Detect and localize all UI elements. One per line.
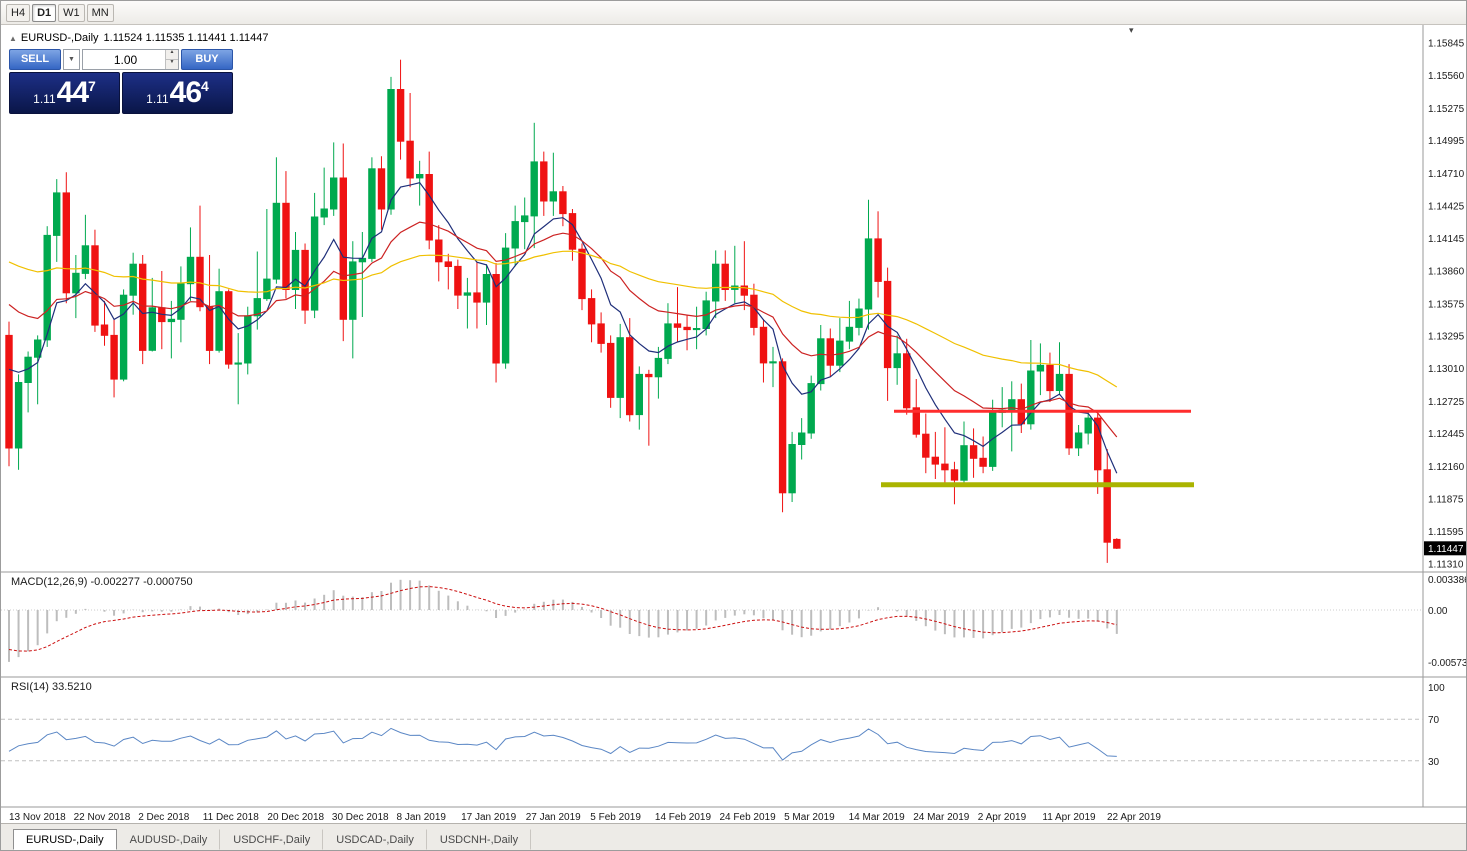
macd-layer [1,579,1423,662]
one-click-trading-panel: SELL ▼ ▲ ▼ BUY 1.11 44 7 1.11 46 4 [9,49,233,114]
rsi-indicator-label: RSI(14) 33.5210 [11,681,92,693]
price-axis-label: 1.13575 [1428,299,1465,310]
volume-spinner: ▲ ▼ [165,50,178,69]
buy-price-big: 46 [169,76,202,109]
price-axis-label: 1.14995 [1428,136,1465,147]
chart-symbol-title: EURUSD-,Daily [20,32,99,44]
time-axis-label: 2 Dec 2018 [138,812,190,823]
time-axis-label: 24 Mar 2019 [913,812,970,823]
price-axis-label: 1.14145 [1428,234,1465,245]
timeframe-button-d1[interactable]: D1 [32,3,57,22]
chart-tabs-bar: EURUSD-,Daily AUDUSD-,Daily USDCHF-,Daily U… [1,823,1466,850]
rsi-axis-100: 100 [1428,683,1445,694]
time-axis-label: 30 Dec 2018 [332,812,389,823]
rsi-layer [1,718,1423,762]
price-axis-label: 1.12725 [1428,397,1465,408]
panel-separators [1,25,1466,825]
volume-increment-icon[interactable]: ▲ [166,50,178,60]
macd-axis-min: -0.005737 [1428,658,1467,669]
price-axis-label: 1.15275 [1428,104,1465,115]
time-axis-label: 11 Apr 2019 [1042,812,1096,823]
price-axis-label: 1.15560 [1428,71,1465,82]
sell-price-big: 44 [56,76,89,109]
time-axis-label: 24 Feb 2019 [720,812,777,823]
sell-price-prefix: 1.11 [33,92,56,106]
ma-fast-line [8,182,1118,474]
buy-button[interactable]: BUY [181,49,233,70]
time-axis-label: 14 Feb 2019 [655,812,712,823]
collapse-triangle-icon[interactable]: ▲ [9,34,17,43]
time-axis-label: 22 Nov 2018 [74,812,131,823]
time-axis-label: 20 Dec 2018 [267,812,324,823]
rsi-axis-70: 70 [1428,715,1440,726]
time-axis-label: 14 Mar 2019 [849,812,906,823]
sell-price-button[interactable]: 1.11 44 7 [9,72,120,114]
chart-ohlc-values: 1.11524 1.11535 1.11441 1.11447 [103,32,269,44]
price-axis-label: 1.11310 [1428,560,1464,571]
time-axis: 13 Nov 2018 22 Nov 2018 2 Dec 2018 11 Dec 2… [9,812,1161,823]
price-axis-label: 1.13010 [1428,364,1465,375]
current-price-badge [1424,541,1466,556]
time-axis-label: 11 Dec 2018 [203,812,259,823]
price-axis-label: 1.11595 [1428,527,1464,538]
current-price-value: 1.11447 [1428,544,1464,555]
buy-price-button[interactable]: 1.11 46 4 [122,72,233,114]
chart-canvas[interactable]: 1.15845 1.15560 1.15275 1.14995 1.14710 1.144… [1,25,1467,825]
volume-input[interactable] [83,50,178,69]
price-axis: 1.15845 1.15560 1.15275 1.14995 1.14710 1.144… [1424,39,1466,571]
chart-objects-layer[interactable] [881,409,1194,488]
price-axis-label: 1.13295 [1428,332,1465,343]
timeframe-toolbar: H4 D1 W1 MN [1,1,1466,25]
price-axis-label: 1.14710 [1428,169,1465,180]
chevron-down-icon[interactable]: ▾ [1129,25,1134,35]
buy-price-pip: 4 [201,78,209,94]
macd-axis-zero: 0.00 [1428,606,1448,617]
ma-mid-line [8,221,1118,438]
time-axis-label: 17 Jan 2019 [461,812,516,823]
time-axis-label: 2 Apr 2019 [978,812,1027,823]
sell-button[interactable]: SELL [9,49,61,70]
rsi-axis-30: 30 [1428,757,1440,768]
time-axis-label: 27 Jan 2019 [526,812,581,823]
volume-dropdown-icon[interactable]: ▼ [63,49,80,70]
sell-price-pip: 7 [88,78,96,94]
chart-tab-audusd[interactable]: AUDUSD-,Daily [117,829,221,850]
buy-price-prefix: 1.11 [146,92,169,106]
timeframe-button-h4[interactable]: H4 [6,3,31,22]
volume-field-wrap: ▲ ▼ [82,49,179,70]
price-axis-label: 1.11875 [1428,495,1464,506]
time-axis-label: 5 Mar 2019 [784,812,835,823]
price-axis-label: 1.15845 [1428,39,1465,50]
macd-indicator-label: MACD(12,26,9) -0.002277 -0.000750 [11,576,193,588]
time-axis-label: 8 Jan 2019 [397,812,447,823]
time-axis-label: 22 Apr 2019 [1107,812,1161,823]
ma-slow-line [8,250,1118,388]
price-axis-label: 1.12445 [1428,429,1465,440]
time-axis-label: 5 Feb 2019 [590,812,641,823]
chart-tab-usdchf[interactable]: USDCHF-,Daily [220,829,324,850]
time-axis-label: 13 Nov 2018 [9,812,66,823]
candles-layer [5,59,1121,563]
price-axis-label: 1.14425 [1428,202,1465,213]
price-axis-label: 1.12160 [1428,462,1465,473]
chart-tab-usdcnh[interactable]: USDCNH-,Daily [427,829,532,850]
volume-decrement-icon[interactable]: ▼ [166,60,178,69]
moving-averages-layer [8,182,1118,474]
timeframe-button-mn[interactable]: MN [86,3,114,22]
chart-tab-usdcad[interactable]: USDCAD-,Daily [323,829,427,850]
price-axis-label: 1.13860 [1428,267,1465,278]
chart-tab-eurusd[interactable]: EURUSD-,Daily [13,829,117,850]
chart-title-bar: ▲ EURUSD-,Daily 1.11524 1.11535 1.11441 1.… [9,32,269,44]
macd-axis-max: 0.003386 [1428,575,1467,586]
timeframe-button-w1[interactable]: W1 [58,3,85,22]
